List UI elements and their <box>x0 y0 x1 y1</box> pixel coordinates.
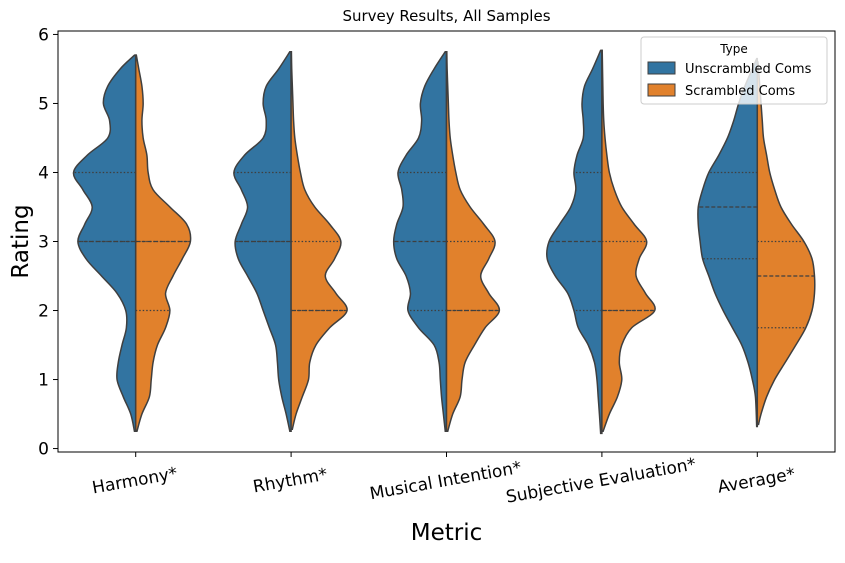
violins-layer <box>72 49 816 435</box>
legend-box <box>640 36 828 105</box>
x-tick-label: Rhythm* <box>251 465 328 498</box>
violin-unscrambled-0 <box>72 54 137 433</box>
violin-scrambled-0 <box>134 54 192 433</box>
x-tick-label: Musical Intention* <box>368 458 523 504</box>
legend-swatch <box>647 61 676 75</box>
x-tick-label: Average* <box>716 464 797 497</box>
x-axis-title: Metric <box>411 520 483 546</box>
quartiles-layer <box>73 171 815 329</box>
violin-scrambled-2 <box>445 50 501 433</box>
y-axis-title: Rating <box>8 204 34 278</box>
violin-scrambled-1 <box>290 50 348 430</box>
chart-title: Survey Results, All Samples <box>342 7 550 25</box>
x-tick-label: Harmony* <box>91 464 179 499</box>
y-tick-label: 1 <box>38 371 49 391</box>
y-tick-label: 2 <box>38 302 49 322</box>
x-tick-label: Subjective Evaluation* <box>505 455 698 508</box>
y-tick-label: 0 <box>38 440 49 460</box>
y-tick-label: 3 <box>38 233 49 253</box>
legend-label: Scrambled Coms <box>685 84 795 99</box>
y-tick-label: 4 <box>38 163 49 183</box>
violin-scrambled-3 <box>601 49 656 433</box>
y-tick-label: 5 <box>38 94 49 114</box>
violin-scrambled-4 <box>756 61 816 426</box>
legend-items: Unscrambled Coms Scrambled Coms <box>647 61 812 99</box>
legend-swatch <box>647 83 676 97</box>
violin-unscrambled-4 <box>697 57 759 428</box>
legend: Type Unscrambled Coms Scrambled Coms <box>640 36 828 105</box>
legend-title: Type <box>719 42 748 56</box>
y-tick-label: 6 <box>38 25 49 45</box>
x-ticks: Harmony* Rhythm* Musical Intention*Subject… <box>91 452 797 508</box>
legend-label: Unscrambled Coms <box>685 62 812 77</box>
y-ticks: 0 1 2 3 4 5 6 <box>38 25 58 460</box>
